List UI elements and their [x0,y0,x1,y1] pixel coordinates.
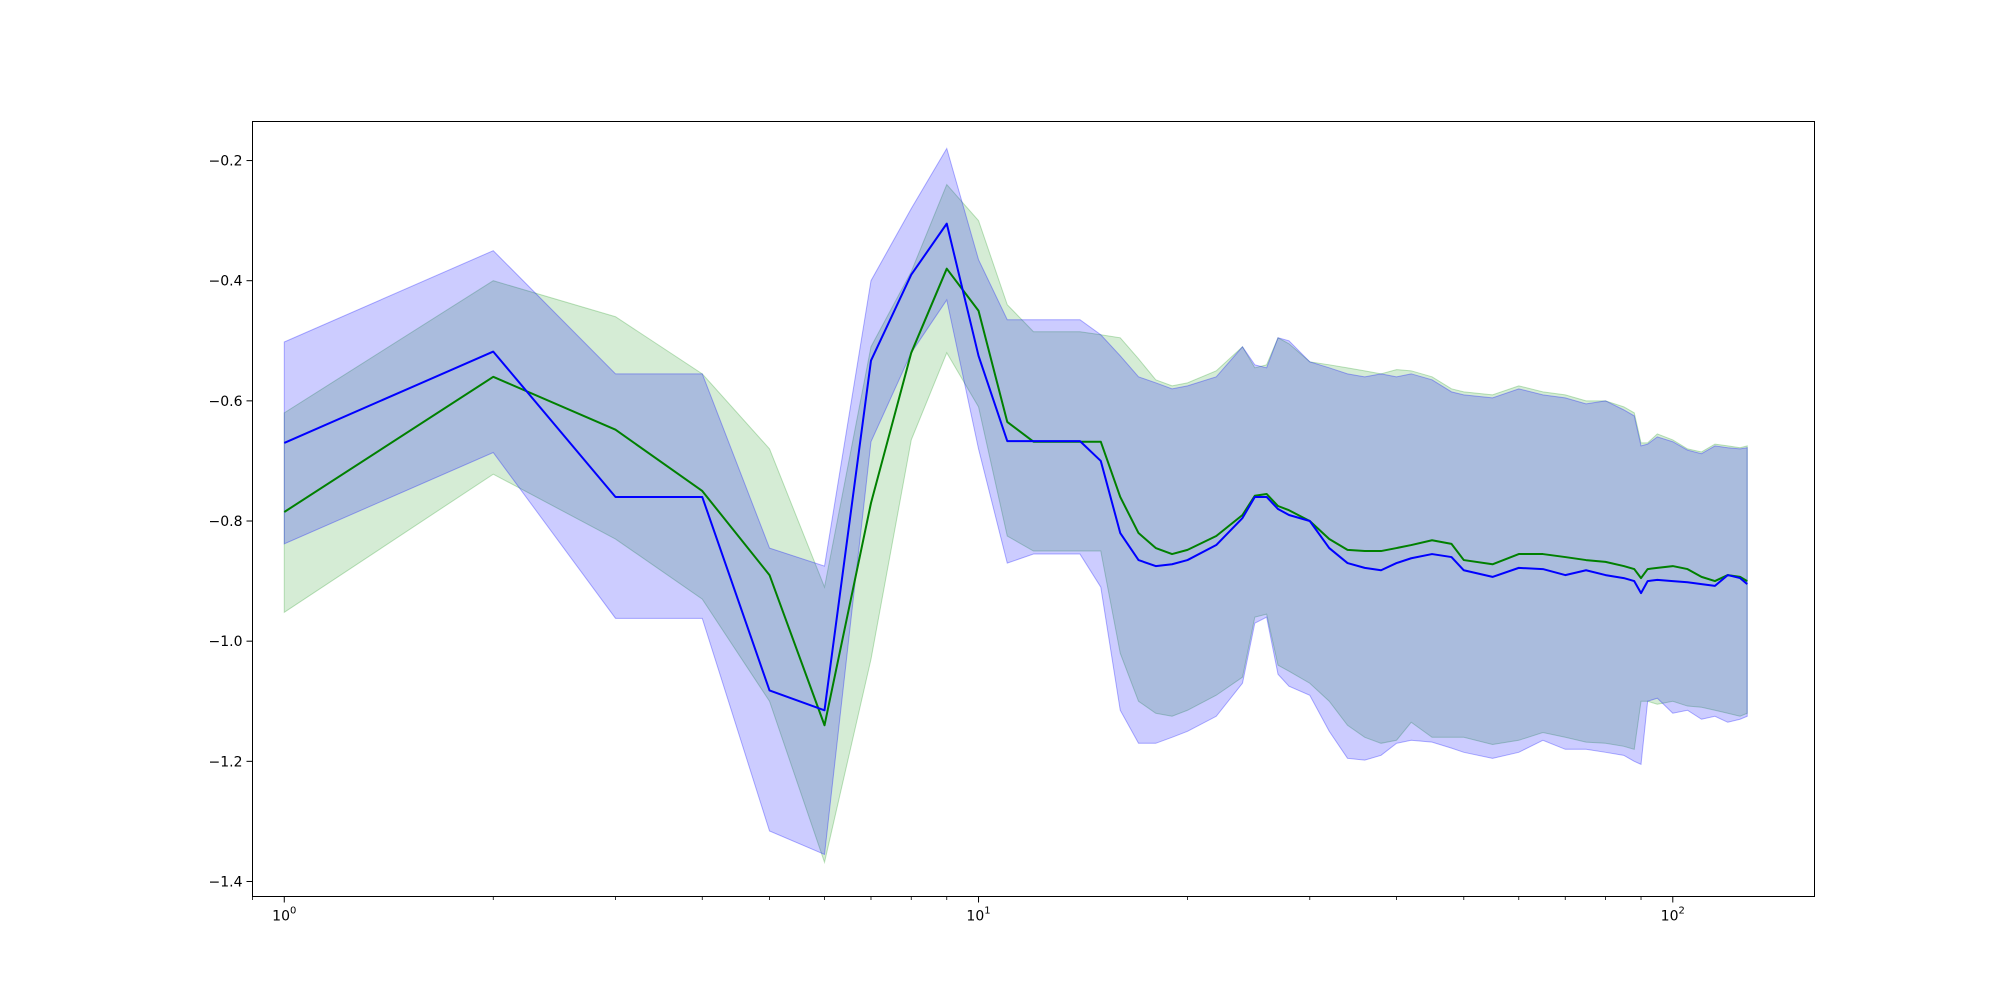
x-tick-label: 102 [1661,906,1685,925]
y-tick-label: −1.2 [209,754,243,770]
y-tick-label: −1.4 [209,874,243,890]
series-1-line [283,267,1748,727]
series-2-line [283,222,1748,712]
plot-area [283,147,1748,865]
series-1-confidence-band [283,183,1748,865]
series-2-confidence-band [283,147,1748,856]
y-tick-label: −0.8 [209,514,243,530]
x-tick-label: 100 [272,906,296,925]
y-axis: −1.4 −1.2 −1.0 −0.8 −0.6 −0.4 −0.2 [209,154,253,890]
x-axis: 100 101 102 [252,896,1685,925]
y-tick-label: −0.6 [209,394,243,410]
y-tick-label: −0.4 [209,274,243,290]
x-tick-label: 101 [966,906,990,925]
plot-frame [252,121,1815,897]
y-tick-label: −1.0 [209,634,243,650]
y-tick-label: −0.2 [209,154,243,170]
